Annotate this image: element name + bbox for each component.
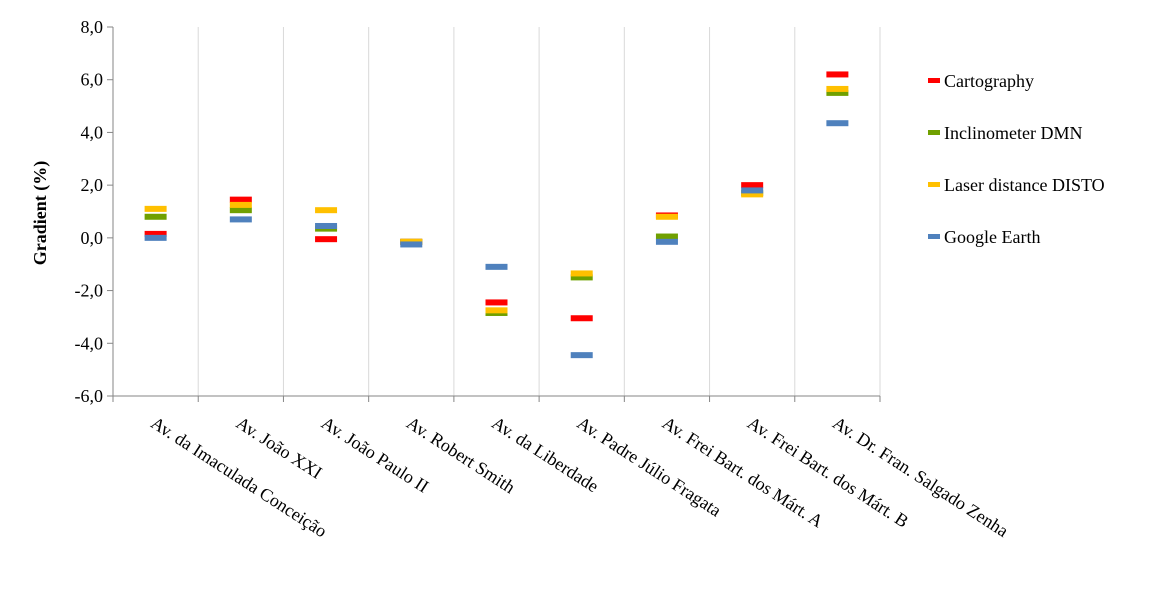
data-point (655, 238, 678, 245)
y-tick-label: 4,0 (81, 122, 104, 142)
grid-lines (197, 27, 881, 396)
legend-swatch (928, 234, 940, 239)
y-tick-label: 6,0 (81, 70, 104, 90)
legend-swatch (928, 130, 940, 135)
data-point (485, 263, 508, 270)
x-category-label: Av. Frei Bart. dos Márt. B (744, 413, 912, 532)
data-point (485, 299, 508, 306)
axes (107, 26, 881, 402)
data-point (229, 207, 252, 214)
legend-label: Laser distance DISTO (944, 175, 1105, 195)
data-point (315, 236, 338, 243)
data-point (229, 201, 252, 208)
data-marks (144, 71, 849, 359)
data-point (315, 207, 338, 214)
data-point (144, 234, 167, 241)
data-point (570, 315, 593, 322)
y-tick-label: -6,0 (75, 386, 104, 406)
data-point (655, 233, 678, 240)
y-tick-label: 8,0 (81, 17, 104, 37)
data-point (741, 182, 764, 189)
data-point (570, 274, 593, 281)
data-point (741, 191, 764, 198)
axis-labels: 8,06,04,02,00,0-2,0-4,0-6,0Av. da Imacul… (75, 17, 1012, 541)
legend-swatch (928, 78, 940, 83)
data-point (826, 89, 849, 96)
data-point (485, 307, 508, 314)
data-point (315, 222, 338, 229)
data-point (144, 205, 167, 212)
y-tick-label: 2,0 (81, 175, 104, 195)
x-category-label: Av. Dr. Fran. Salgado Zenha (829, 413, 1012, 541)
legend-label: Google Earth (944, 227, 1040, 247)
data-point (400, 241, 423, 248)
legend-swatch (928, 182, 940, 187)
data-point (655, 213, 678, 220)
data-point (826, 85, 849, 92)
x-category-label: Av. Frei Bart. dos Márt. A (659, 413, 827, 532)
data-point (144, 213, 167, 220)
data-point (826, 120, 849, 127)
data-point (144, 230, 167, 237)
y-axis-title: Gradient (%) (30, 161, 51, 265)
x-category-label: Av. Padre Júlio Fragata (574, 413, 725, 521)
legend-label: Inclinometer DMN (944, 123, 1082, 143)
y-tick-label: 0,0 (81, 228, 104, 248)
y-tick-label: -2,0 (75, 281, 104, 301)
data-point (229, 216, 252, 223)
legend-label: Cartography (944, 71, 1034, 91)
data-point (826, 71, 849, 78)
data-point (570, 270, 593, 277)
legend: Cartography Inclinometer DMN Laser distanc… (928, 71, 1105, 247)
data-point (570, 352, 593, 359)
data-point (741, 187, 764, 194)
y-tick-label: -4,0 (75, 333, 104, 353)
data-point (229, 196, 252, 203)
